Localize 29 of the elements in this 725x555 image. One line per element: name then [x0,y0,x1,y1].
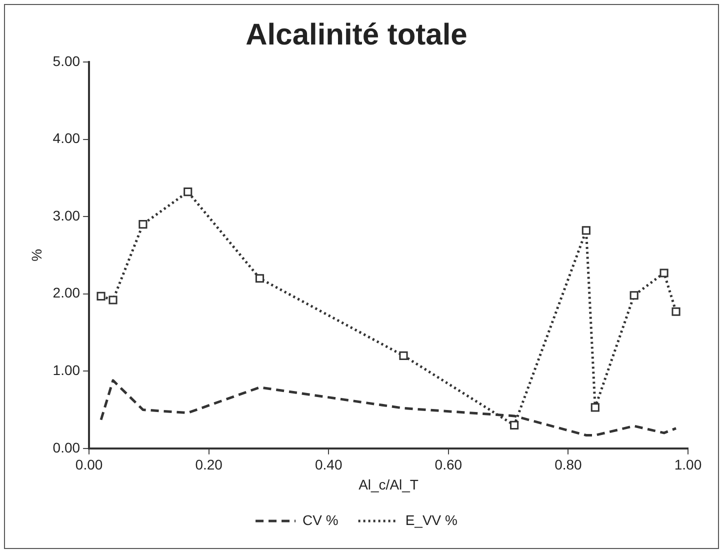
point [138,220,148,229]
point [590,403,600,412]
y-tick-label: 0.00 [52,439,80,456]
y-tick-label: 1.00 [52,362,80,378]
point [660,268,668,278]
x-axis-title: Al_c/Al_T [358,476,419,492]
y-tick-label: 2.00 [52,284,80,301]
chart-title: Alcalinité totale [246,18,468,52]
point [255,274,264,283]
x-tick-label: 0.40 [315,456,342,473]
x-tick-label: 1.00 [674,456,702,473]
x-tick-label: 0.20 [195,456,223,473]
x-tick-label: 0.80 [554,456,582,473]
legend-label: CV % [302,512,338,528]
point [630,291,638,300]
point [399,351,408,360]
y-tick-label: 3.00 [52,207,80,224]
point [510,420,519,430]
y-tick-label: 4.00 [52,130,80,146]
point [672,307,680,316]
x-tick-label: 0.60 [434,456,462,473]
y-axis-title: % [28,248,44,262]
point [184,188,192,196]
legend-label: E_VV % [405,512,458,528]
y-tick-label: 5.00 [52,52,80,69]
point [108,296,118,304]
point [582,226,590,235]
x-tick-label: 0.00 [75,456,103,473]
point [96,292,106,300]
